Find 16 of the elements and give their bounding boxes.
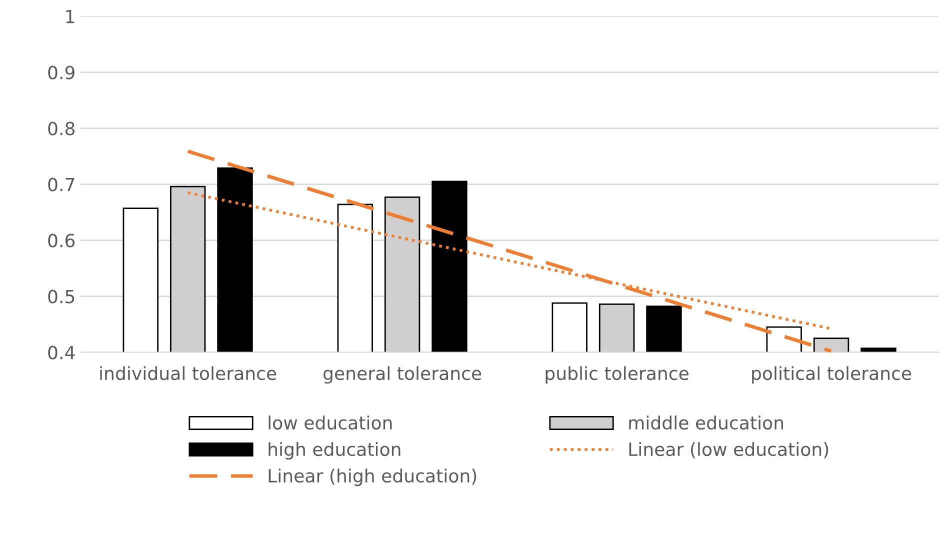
y-tick-label: 0.8 xyxy=(48,122,74,136)
y-tick-label: 0.9 xyxy=(48,66,74,80)
y-tick-label: 0.6 xyxy=(48,234,75,248)
x-tick-label: political tolerance xyxy=(752,366,912,384)
legend-label: middle education xyxy=(629,416,784,430)
legend-label: Linear (low education) xyxy=(629,442,828,458)
y-tick-label: 1 xyxy=(66,10,74,24)
legend-label: high education xyxy=(268,442,400,460)
legend-label: Linear (high education) xyxy=(268,468,476,486)
x-tick-label: general tolerance xyxy=(324,366,482,384)
x-tick-label: public tolerance xyxy=(546,366,688,384)
legend-label: low education xyxy=(268,416,392,430)
y-tick-label: 0.7 xyxy=(48,178,74,192)
y-tick-label: 0.4 xyxy=(48,346,75,360)
y-tick-label: 0.5 xyxy=(48,290,74,304)
x-tick-label: individual tolerance xyxy=(100,366,276,380)
